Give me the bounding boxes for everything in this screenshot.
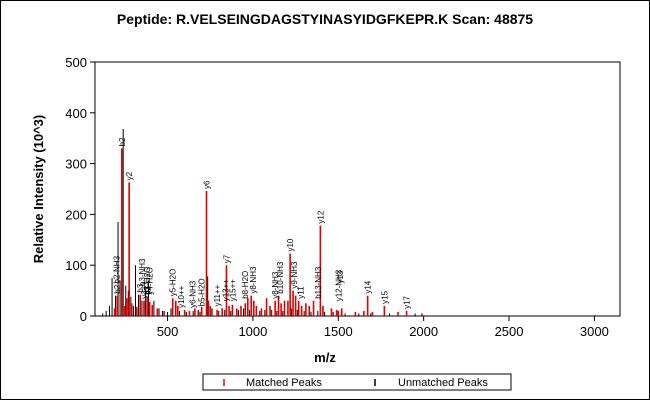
legend-box [202, 373, 512, 391]
legend: Matched Peaks Unmatched Peaks [202, 373, 512, 391]
unmatched-legend-label: Unmatched Peaks [398, 377, 488, 389]
x-tick-label: 500 [157, 324, 179, 339]
peak-annotation: b5-H2O [198, 278, 207, 306]
peak-annotation: y13 [336, 270, 345, 283]
x-tick-label: 2500 [495, 324, 524, 339]
peak-label: b2 [118, 137, 127, 146]
x-tick-label: 2000 [409, 324, 438, 339]
x-tick-label: 3000 [580, 324, 609, 339]
y-tick-label: 400 [65, 106, 87, 121]
peak-label: y3 [143, 286, 152, 295]
peak-marks [102, 129, 423, 316]
peak-annotation: y10++ [177, 285, 186, 308]
peak-annotation: b8-H2O [241, 271, 250, 299]
peak-label: y7 [222, 254, 231, 263]
peak-annotation: y8-NH3 [249, 266, 258, 294]
plot-area [94, 61, 621, 317]
peak-annotation: b3-NH3 [138, 258, 147, 286]
y-tick-label: 300 [65, 157, 87, 172]
peak-annotation: y8-NH3 [271, 271, 280, 299]
peak-label: b3 [136, 283, 145, 292]
peak-annotation: b2-NH3 [112, 255, 121, 283]
peak-label: y15 [380, 290, 389, 303]
peak-annotation: y6-NH3 [188, 280, 197, 308]
y-tick-label: 500 [65, 55, 87, 70]
y-tick-label: 0 [80, 309, 87, 324]
peak-annotation: y11 [297, 286, 306, 299]
peak-annotation: y9-NH3 [290, 261, 299, 289]
peak-label: y17 [403, 295, 412, 308]
axis-ticks: 500 1000 1500 2000 2500 3000 0 100 200 300 400 500 [65, 55, 609, 339]
x-axis-label: m/z [314, 350, 336, 365]
peak-annotation: b3-H2O [143, 267, 152, 295]
y-tick-label: 200 [65, 207, 87, 222]
peak-label: y12 [316, 210, 325, 223]
x-tick-label: 1500 [324, 324, 353, 339]
peak-label: y5-H2O [169, 269, 178, 297]
peak-annotation: y15++ [228, 279, 237, 302]
y-tick-label: 100 [65, 258, 87, 273]
peak-annotation: y12-NH3 [334, 269, 343, 301]
peak-annotation: y13++ [222, 279, 231, 302]
matched-legend-label: Matched Peaks [246, 377, 322, 389]
peak-label: y2 [125, 171, 134, 180]
peak-annotation: y3++ [140, 281, 149, 299]
chart-title: Peptide: R.VELSEINGDAGSTYINASYIDGFKEPR.K… [117, 11, 533, 27]
peak-annotation: y4-H2O [146, 267, 155, 295]
peak-annotation: y11++ [213, 284, 222, 306]
peak-label: y14 [364, 280, 373, 293]
peak-label: y10 [286, 238, 295, 251]
peak-label: b2 [113, 284, 122, 293]
peak-annotation: b10-NH3 [276, 261, 285, 294]
peak-label: y6 [202, 180, 211, 189]
x-tick-label: 1000 [238, 324, 267, 339]
peak-annotation: b13-NH3 [314, 266, 323, 299]
y-axis-label: Relative Intensity (10^3) [31, 115, 46, 263]
